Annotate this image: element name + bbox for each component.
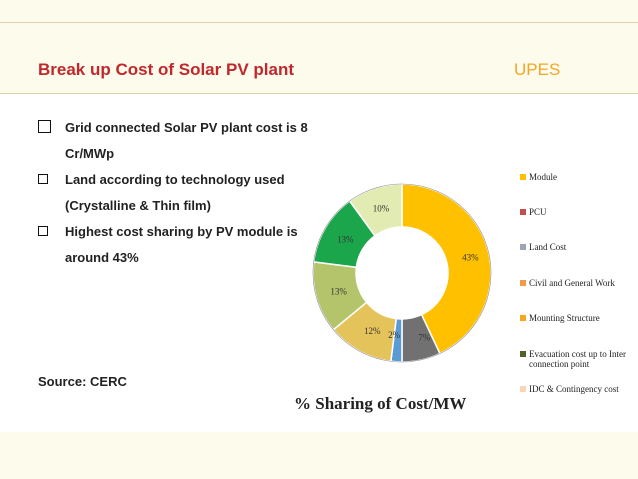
bullet-item: Highest cost sharing by PV module is aro… (38, 219, 338, 271)
legend-label: Evacuation cost up to Inter connection p… (529, 349, 626, 369)
bottom-band (0, 432, 638, 479)
checkbox-bullet-icon (38, 226, 48, 236)
header-divider (0, 93, 638, 94)
checkbox-bullet-icon (38, 120, 51, 133)
slice-data-label: 7% (418, 332, 431, 342)
bullet-text: Grid connected Solar PV plant cost is 8 … (65, 120, 308, 161)
slice-data-label: 2% (388, 330, 401, 340)
legend-label: Mounting Structure (529, 313, 600, 323)
header-band (0, 23, 638, 93)
legend-label: Civil and General Work (529, 278, 615, 288)
legend-swatch (520, 351, 526, 357)
bullet-item: Land according to technology used (Cryst… (38, 167, 338, 219)
chart-title: % Sharing of Cost/MW (294, 394, 467, 413)
legend-label: IDC & Contingency cost (529, 384, 619, 394)
slice-data-label: 12% (364, 326, 381, 336)
legend-swatch (520, 280, 526, 286)
source-note: Source: CERC (38, 374, 127, 389)
legend-swatch (520, 386, 526, 392)
checkbox-bullet-icon (38, 174, 48, 184)
bullet-list: Grid connected Solar PV plant cost is 8 … (38, 115, 338, 271)
legend-label: PCU (529, 207, 547, 217)
bullet-text: Highest cost sharing by PV module is aro… (65, 224, 298, 265)
bullet-item: Grid connected Solar PV plant cost is 8 … (38, 115, 338, 167)
legend-item: IDC & Contingency cost (520, 384, 630, 394)
legend-item: Land Cost (520, 242, 630, 252)
slide-title: Break up Cost of Solar PV plant (38, 60, 294, 79)
legend-swatch (520, 174, 526, 180)
legend-item: Evacuation cost up to Inter connection p… (520, 349, 630, 369)
legend-item: Civil and General Work (520, 278, 630, 288)
legend-label: Module (529, 172, 557, 182)
top-band (0, 0, 638, 22)
bullet-text: Land according to technology used (Cryst… (65, 172, 285, 213)
slice-data-label: 43% (462, 253, 479, 263)
legend-swatch (520, 209, 526, 215)
legend-item: Module (520, 172, 630, 182)
slice-data-label: 13% (337, 234, 354, 244)
legend-item: Mounting Structure (520, 313, 630, 323)
legend-swatch (520, 315, 526, 321)
top-divider (0, 22, 638, 23)
logo: UPES (514, 60, 561, 79)
donut-outer-ring (312, 183, 492, 363)
slice-data-label: 13% (330, 286, 347, 296)
legend-swatch (520, 244, 526, 250)
legend-label: Land Cost (529, 242, 567, 252)
slice-data-label: 10% (373, 203, 390, 213)
legend-item: PCU (520, 207, 630, 217)
